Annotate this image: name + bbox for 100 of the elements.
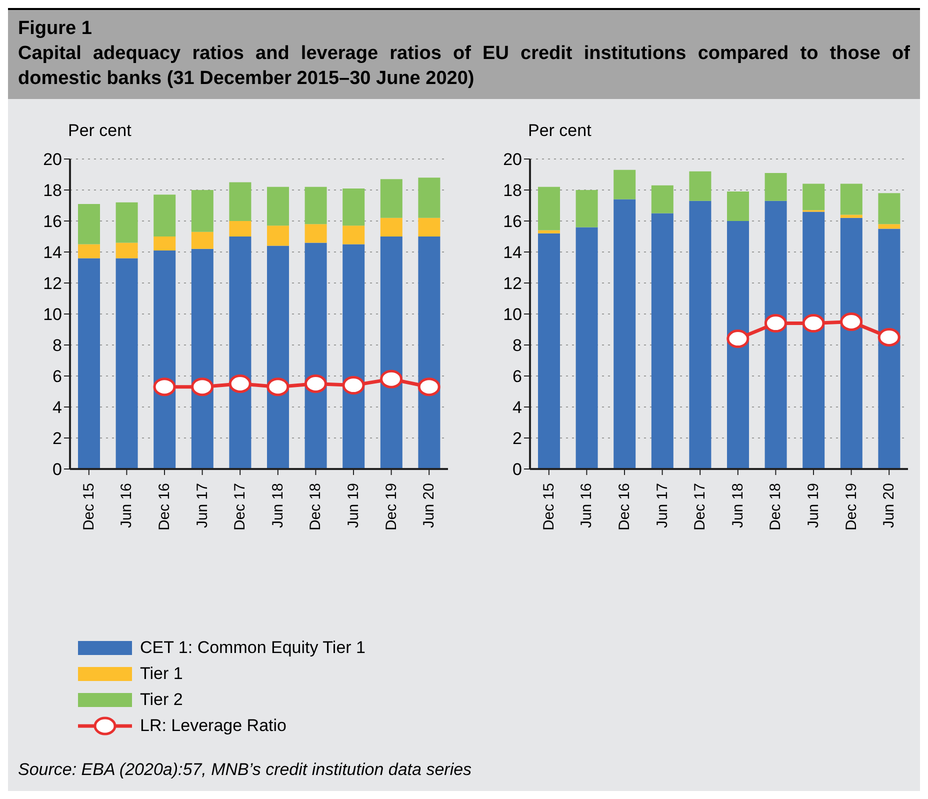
x-tick-label: Jun 16 [578,483,596,528]
bar [651,213,674,469]
bar [878,193,900,224]
bar [727,221,749,469]
y-tick-label: 20 [43,150,62,170]
point [764,314,787,333]
bar [304,186,327,224]
bar [342,188,365,226]
y-tick-label: 6 [52,367,62,386]
y-tick-label: 14 [43,243,62,262]
bar [576,190,598,228]
legend-label: Tier 2 [140,690,183,710]
y-tick-label: 10 [503,305,522,324]
bar [191,232,214,249]
y-tick-label: 16 [43,212,62,232]
y-tick-label: 18 [503,181,522,200]
x-tick-label: Dec 17 [692,483,709,531]
bar [878,224,900,229]
bar [538,186,560,230]
x-tick-label: Dec 18 [767,483,784,531]
source-note: Source: EBA (2020a):57, MNB’s credit institution data series [18,760,472,780]
x-tick-label: Dec 16 [616,483,633,531]
bar [342,244,365,469]
bar [418,236,440,469]
bar [614,199,636,469]
bar [380,218,402,236]
bar [689,200,712,469]
legend-label: LR: Leverage Ratio [140,716,286,736]
bar [538,233,560,469]
bar [651,185,674,214]
y-tick-label: 4 [52,398,62,418]
y-tick-label: 0 [52,460,62,480]
point [802,314,825,333]
y-tick-label: 8 [52,336,62,356]
bar [267,246,289,469]
chart-subtitle: Capital adequacy ratios and leverage ratios of EU credit institutions compared to those of domestic banks (31 December 2015–30 June 2020) [18,42,910,91]
y-tick-label: 12 [503,274,522,294]
bar [576,227,598,469]
bar [78,258,100,469]
bar [229,221,252,236]
x-tick-label: Dec 15 [540,483,558,531]
bar [764,200,787,469]
bar [304,242,327,469]
x-tick-label: Dec 15 [80,483,98,531]
y-tick-label: 0 [512,460,522,480]
y-axis-title: Per cent [68,121,132,141]
bar [802,184,825,210]
bar [380,179,402,218]
y-tick-label: 2 [512,429,522,448]
point [878,328,900,346]
bar [116,202,138,243]
legend-label: Tier 1 [140,664,183,684]
bar [727,192,749,221]
bar [267,186,289,226]
bar [878,228,900,469]
bar [78,204,100,244]
y-tick-label: 10 [43,305,62,324]
y-tick-label: 12 [43,274,62,294]
x-tick-label: Dec 19 [382,483,400,531]
bar [154,194,176,236]
bar [418,178,440,218]
x-tick-label: Dec 18 [307,483,324,531]
bar [154,250,176,469]
legend-label: CET 1: Common Equity Tier 1 [140,638,366,658]
y-tick-label: 6 [512,367,522,386]
bar [116,242,138,258]
bar [267,226,289,246]
x-tick-label: Jun 19 [345,483,362,528]
bar [342,226,365,244]
bar [840,214,862,218]
y-tick-label: 18 [43,181,62,200]
bar [840,184,862,215]
x-tick-label: Jun 17 [654,483,671,528]
y-tick-label: 14 [503,243,522,262]
bar [689,171,712,201]
x-tick-label: Jun 18 [269,483,286,528]
bar [538,230,560,234]
bar [840,218,862,469]
x-tick-label: Jun 17 [194,483,211,528]
point [840,312,863,331]
x-tick-label: Jun 16 [118,483,136,528]
y-tick-label: 16 [503,212,522,232]
x-tick-label: Jun 19 [805,483,822,528]
bar [614,170,636,200]
x-tick-label: Dec 16 [156,483,173,531]
point [726,330,750,348]
chart-title: Figure 1 [18,17,93,41]
bar [380,236,402,469]
bar [154,236,176,250]
x-tick-label: Jun 20 [420,483,438,528]
bar [191,190,214,232]
bar [116,258,138,469]
bar [764,172,787,201]
y-tick-label: 8 [512,336,522,356]
y-tick-label: 4 [512,398,522,418]
bar [229,182,252,221]
x-tick-label: Jun 20 [880,483,898,528]
y-tick-label: 20 [503,150,522,170]
bar [802,212,825,469]
bar [229,236,252,469]
